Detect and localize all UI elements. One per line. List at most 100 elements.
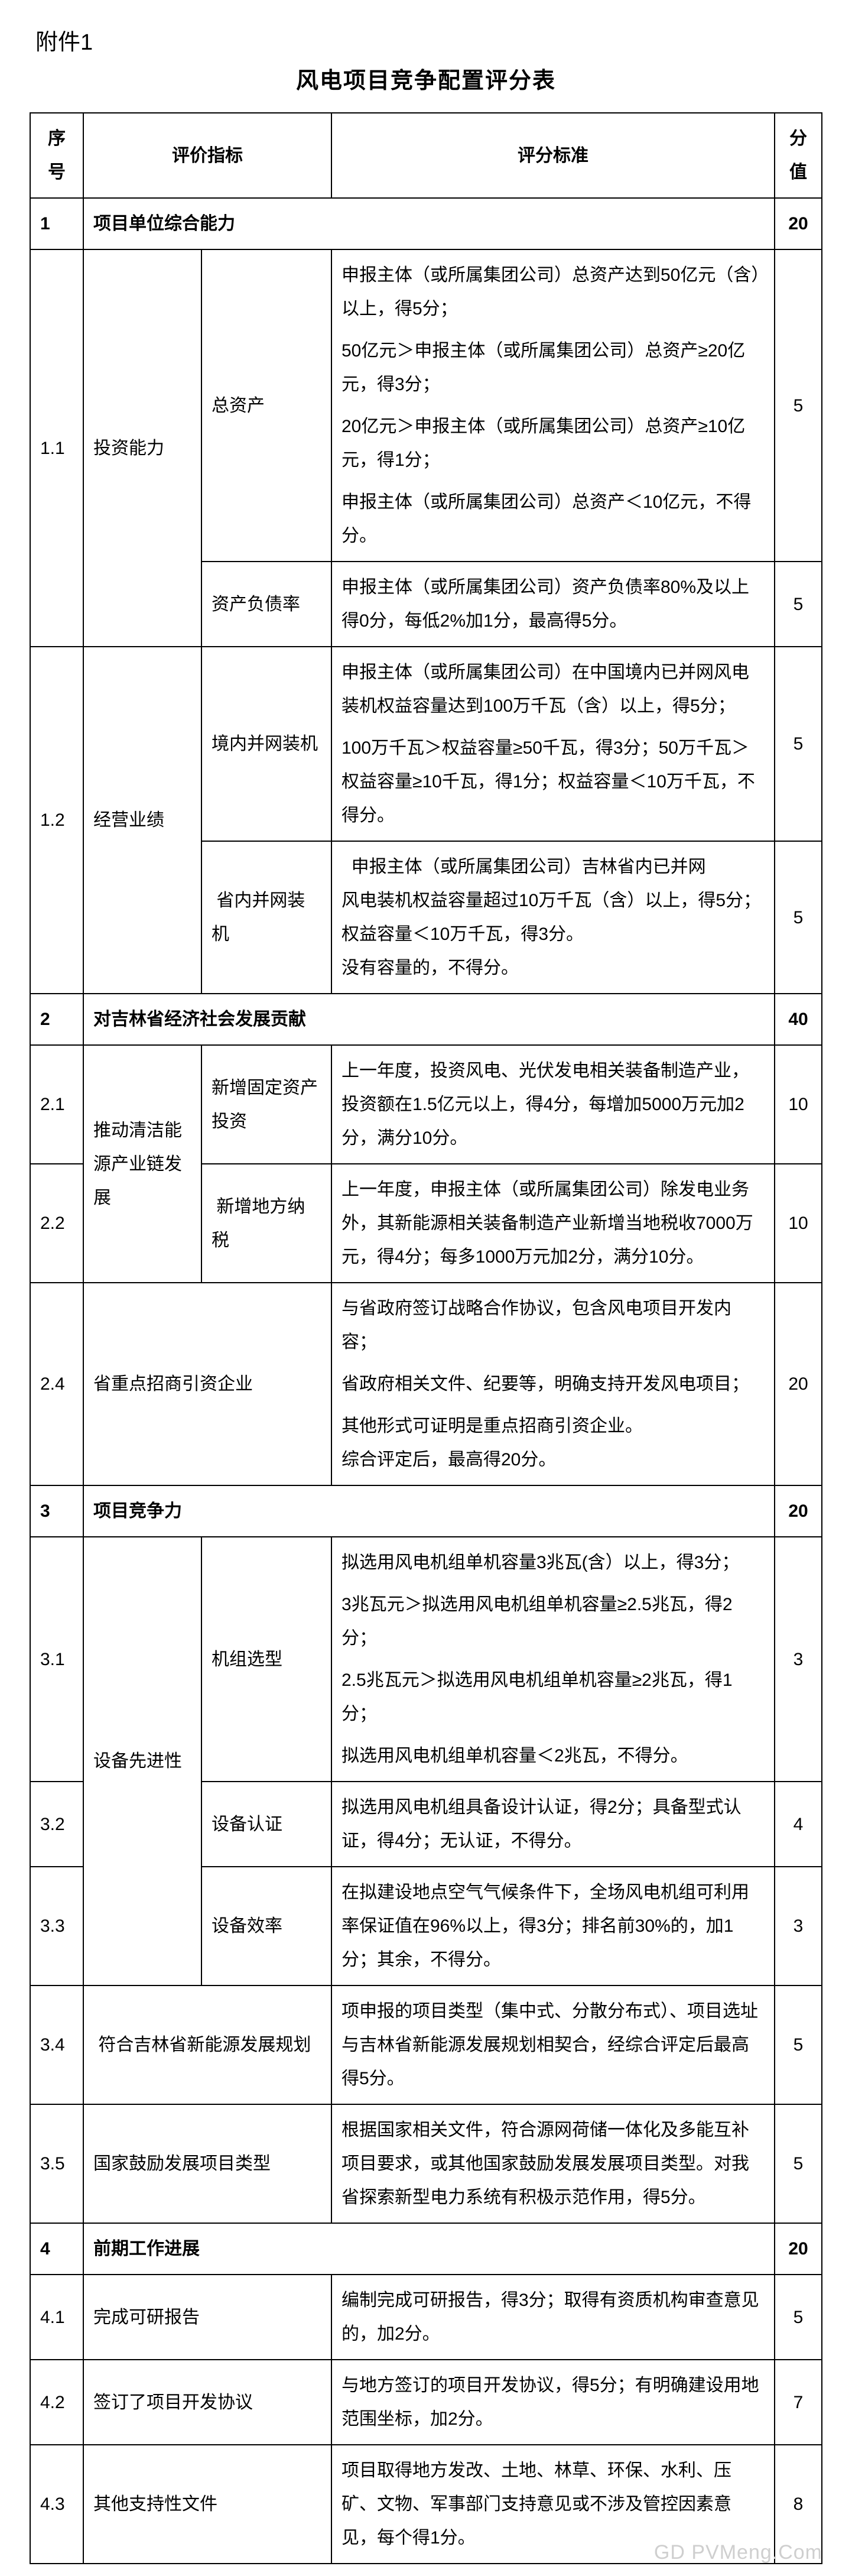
row-4-1: 4.1 完成可研报告 编制完成可研报告，得3分；取得有资质机构审查意见的，加2分… [30,2275,822,2360]
cell-1-2-crit-b: 申报主体（或所属集团公司）吉林省内已并网 风电装机权益容量超过10万千瓦（含）以… [331,841,775,994]
section-3-num: 3 [30,1485,83,1537]
cell-2-2-ind2: 新增地方纳税 [201,1164,331,1283]
cell-1-2-ind2a: 境内并网装机 [201,647,331,841]
cell-3-1-num: 3.1 [30,1537,83,1782]
cell-1-1-crit-a: 申报主体（或所属集团公司）总资产达到50亿元（含）以上，得5分； 50亿元＞申报… [331,249,775,562]
row-4-2: 4.2 签订了项目开发协议 与地方签订的项目开发协议，得5分；有明确建设用地范围… [30,2360,822,2445]
cell-4-1-crit: 编制完成可研报告，得3分；取得有资质机构审查意见的，加2分。 [331,2275,775,2360]
cell-4-3-num: 4.3 [30,2445,83,2564]
section-3-title: 项目竞争力 [83,1485,775,1537]
section-2-num: 2 [30,994,83,1045]
cell-3-5-score: 5 [775,2104,822,2223]
cell-1-1-ind2a: 总资产 [201,249,331,562]
cell-4-2-ind: 签订了项目开发协议 [83,2360,331,2445]
cell-1-2-num: 1.2 [30,647,83,994]
cell-3-2-crit: 拟选用风电机组具备设计认证，得2分；具备型式认证，得4分；无认证，不得分。 [331,1782,775,1867]
crit-text: 风电装机权益容量超过10万千瓦（含）以上，得5分； [342,884,765,917]
section-1-header: 1 项目单位综合能力 20 [30,198,822,249]
cell-4-1-ind: 完成可研报告 [83,2275,331,2360]
cell-2-1-ind2: 新增固定资产投资 [201,1045,331,1164]
cell-4-1-score: 5 [775,2275,822,2360]
crit-text: 没有容量的，不得分。 [342,951,765,985]
crit-text: 其他形式可证明是重点招商引资企业。 [342,1409,765,1443]
table-header-row: 序号 评价指标 评分标准 分值 [30,113,822,198]
crit-text: 与省政府签订战略合作协议，包含风电项目开发内容； [342,1292,765,1359]
row-1-2-a: 1.2 经营业绩 境内并网装机 申报主体（或所属集团公司）在中国境内已并网风电装… [30,647,822,841]
section-3-score: 20 [775,1485,822,1537]
cell-2-1-ind1: 推动清洁能源产业链发展 [83,1045,201,1283]
crit-text: 综合评定后，最高得20分。 [342,1443,765,1477]
cell-3-4-ind: 符合吉林省新能源发展规划 [83,1985,331,2104]
section-2-title: 对吉林省经济社会发展贡献 [83,994,775,1045]
cell-3-3-ind2: 设备效率 [201,1867,331,1985]
cell-2-2-crit: 上一年度，申报主体（或所属集团公司）除发电业务外，其新能源相关装备制造产业新增当… [331,1164,775,1283]
cell-1-2-crit-a: 申报主体（或所属集团公司）在中国境内已并网风电装机权益容量达到100万千瓦（含）… [331,647,775,841]
cell-1-2-score-b: 5 [775,841,822,994]
cell-2-4-ind: 省重点招商引资企业 [83,1283,331,1485]
section-2-header: 2 对吉林省经济社会发展贡献 40 [30,994,822,1045]
row-2-4: 2.4 省重点招商引资企业 与省政府签订战略合作协议，包含风电项目开发内容； 省… [30,1283,822,1485]
section-4-num: 4 [30,2223,83,2275]
crit-text: 2.5兆瓦元＞拟选用风电机组单机容量≥2兆瓦，得1分； [342,1663,765,1731]
crit-text: 100万千瓦＞权益容量≥50千瓦，得3分；50万千瓦＞权益容量≥10千瓦，得1分… [342,731,765,832]
cell-1-1-score-a: 5 [775,249,822,562]
header-seq: 序号 [30,113,83,198]
row-3-4: 3.4 符合吉林省新能源发展规划 项申报的项目类型（集中式、分散分布式）、项目选… [30,1985,822,2104]
cell-4-2-score: 7 [775,2360,822,2445]
crit-text: 20亿元＞申报主体（或所属集团公司）总资产≥10亿元，得1分； [342,410,765,477]
document-page: 附件1 风电项目竞争配置评分表 序号 评价指标 评分标准 分值 1 项目单位综合… [0,0,852,2576]
cell-3-2-num: 3.2 [30,1782,83,1867]
row-3-5: 3.5 国家鼓励发展项目类型 根据国家相关文件，符合源网荷储一体化及多能互补项目… [30,2104,822,2223]
cell-3-1-ind1: 设备先进性 [83,1537,201,1985]
crit-text: 权益容量＜10万千瓦，得3分。 [342,917,765,951]
cell-3-3-crit: 在拟建设地点空气气候条件下，全场风电机组可利用率保证值在96%以上，得3分；排名… [331,1867,775,1985]
cell-1-1-score-b: 5 [775,562,822,647]
crit-text: 拟选用风电机组单机容量3兆瓦(含）以上，得3分； [342,1546,765,1579]
cell-3-1-ind2: 机组选型 [201,1537,331,1782]
cell-2-1-num: 2.1 [30,1045,83,1164]
row-1-1-a: 1.1 投资能力 总资产 申报主体（或所属集团公司）总资产达到50亿元（含）以上… [30,249,822,562]
cell-4-2-num: 4.2 [30,2360,83,2445]
cell-2-1-score: 10 [775,1045,822,1164]
header-indicator: 评价指标 [83,113,331,198]
cell-1-1-num: 1.1 [30,249,83,647]
crit-text: 申报主体（或所属集团公司）总资产＜10亿元，不得分。 [342,485,765,553]
row-3-1: 3.1 设备先进性 机组选型 拟选用风电机组单机容量3兆瓦(含）以上，得3分； … [30,1537,822,1782]
cell-4-2-crit: 与地方签订的项目开发协议，得5分；有明确建设用地范围坐标，加2分。 [331,2360,775,2445]
section-4-score: 20 [775,2223,822,2275]
cell-1-1-ind1: 投资能力 [83,249,201,647]
cell-3-2-ind2: 设备认证 [201,1782,331,1867]
attachment-label: 附件1 [35,24,822,56]
cell-3-5-ind: 国家鼓励发展项目类型 [83,2104,331,2223]
cell-2-1-crit: 上一年度，投资风电、光伏发电相关装备制造产业，投资额在1.5亿元以上，得4分，每… [331,1045,775,1164]
crit-text: 省政府相关文件、纪要等，明确支持开发风电项目； [342,1367,765,1401]
cell-1-1-ind2b: 资产负债率 [201,562,331,647]
crit-text: 3兆瓦元＞拟选用风电机组单机容量≥2.5兆瓦，得2分； [342,1588,765,1655]
crit-text: 申报主体（或所属集团公司）在中国境内已并网风电装机权益容量达到100万千瓦（含）… [342,656,765,723]
section-4-header: 4 前期工作进展 20 [30,2223,822,2275]
section-4-title: 前期工作进展 [83,2223,775,2275]
section-3-header: 3 项目竞争力 20 [30,1485,822,1537]
section-1-title: 项目单位综合能力 [83,198,775,249]
section-1-num: 1 [30,198,83,249]
cell-2-2-score: 10 [775,1164,822,1283]
cell-1-2-score-a: 5 [775,647,822,841]
cell-2-4-num: 2.4 [30,1283,83,1485]
scoring-table: 序号 评价指标 评分标准 分值 1 项目单位综合能力 20 1.1 投资能力 总… [30,112,822,2564]
cell-3-4-score: 5 [775,1985,822,2104]
header-criteria: 评分标准 [331,113,775,198]
watermark-text: GD PVMeng.Com [654,2541,822,2564]
cell-3-4-crit: 项申报的项目类型（集中式、分散分布式）、项目选址与吉林省新能源发展规划相契合，经… [331,1985,775,2104]
crit-text: 申报主体（或所属集团公司）总资产达到50亿元（含）以上，得5分； [342,258,765,326]
cell-3-2-score: 4 [775,1782,822,1867]
crit-text: 申报主体（或所属集团公司）吉林省内已并网 [342,850,765,884]
cell-1-1-crit-b: 申报主体（或所属集团公司）资产负债率80%及以上得0分，每低2%加1分，最高得5… [331,562,775,647]
cell-3-5-num: 3.5 [30,2104,83,2223]
cell-2-4-score: 20 [775,1283,822,1485]
header-score: 分值 [775,113,822,198]
cell-2-4-crit: 与省政府签订战略合作协议，包含风电项目开发内容； 省政府相关文件、纪要等，明确支… [331,1283,775,1485]
cell-3-3-num: 3.3 [30,1867,83,1985]
crit-text: 拟选用风电机组单机容量＜2兆瓦，不得分。 [342,1739,765,1773]
cell-3-3-score: 3 [775,1867,822,1985]
cell-3-5-crit: 根据国家相关文件，符合源网荷储一体化及多能互补项目要求，或其他国家鼓励发展发展项… [331,2104,775,2223]
